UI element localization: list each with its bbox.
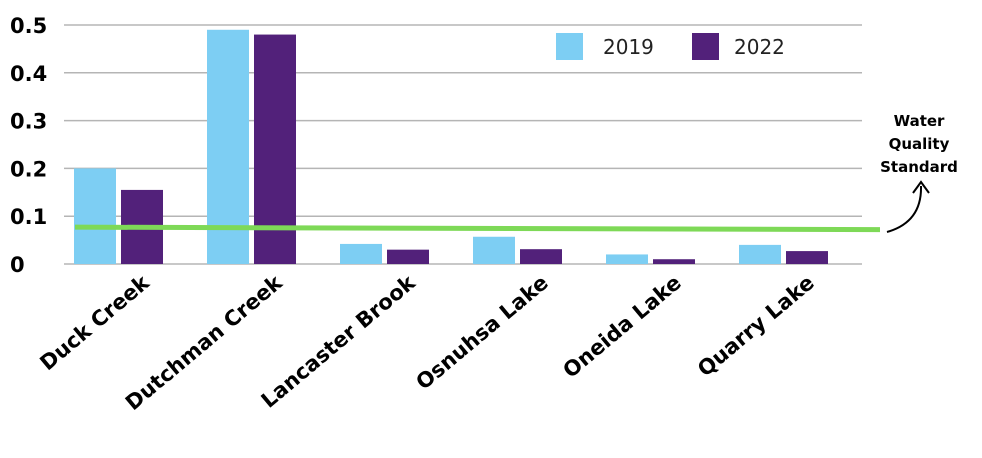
bar-2019-quarry-lake xyxy=(739,244,781,264)
x-tick-label: Osnuhsa Lake xyxy=(411,270,552,394)
y-tick-label: 0.5 xyxy=(10,14,47,38)
bar-2022-lancaster-brook xyxy=(387,249,429,264)
y-tick-label: 0.2 xyxy=(10,157,47,181)
y-tick-label: 0.1 xyxy=(10,205,47,229)
legend-swatch-2019 xyxy=(556,33,583,60)
gridlines xyxy=(64,24,862,265)
bars xyxy=(74,29,828,265)
x-tick-label: Quarry Lake xyxy=(693,270,819,381)
bar-2022-oneida-lake xyxy=(653,259,695,264)
bar-2022-quarry-lake xyxy=(786,251,828,264)
annotation-line-1: Water xyxy=(894,112,945,130)
legend: 2019 2022 xyxy=(556,33,785,60)
legend-label-2019: 2019 xyxy=(603,35,654,59)
x-tick-label: Duck Creek xyxy=(35,270,154,375)
water-quality-standard-annotation: Water Quality Standard xyxy=(880,112,958,233)
annotation-line-2: Quality xyxy=(889,135,950,153)
curved-arrow-icon xyxy=(886,185,923,233)
y-axis-ticks: 0 0.1 0.2 0.3 0.4 0.5 xyxy=(10,14,47,277)
water-quality-standard-line xyxy=(74,224,881,233)
bar-2019-osnuhsa-lake xyxy=(473,236,515,264)
y-tick-label: 0.3 xyxy=(10,110,47,134)
x-tick-label: Oneida Lake xyxy=(558,270,685,382)
legend-swatch-2022 xyxy=(692,33,719,60)
bar-2019-duck-creek xyxy=(74,168,116,264)
y-tick-label: 0.4 xyxy=(10,62,47,86)
bar-2022-osnuhsa-lake xyxy=(520,249,562,264)
y-tick-label: 0 xyxy=(10,253,25,277)
bar-2019-lancaster-brook xyxy=(340,243,382,264)
annotation-line-3: Standard xyxy=(880,158,958,176)
legend-label-2022: 2022 xyxy=(734,35,785,59)
bar-2019-dutchman-creek xyxy=(207,29,249,265)
arrowhead-icon xyxy=(912,180,930,194)
bar-2019-oneida-lake xyxy=(606,254,648,264)
